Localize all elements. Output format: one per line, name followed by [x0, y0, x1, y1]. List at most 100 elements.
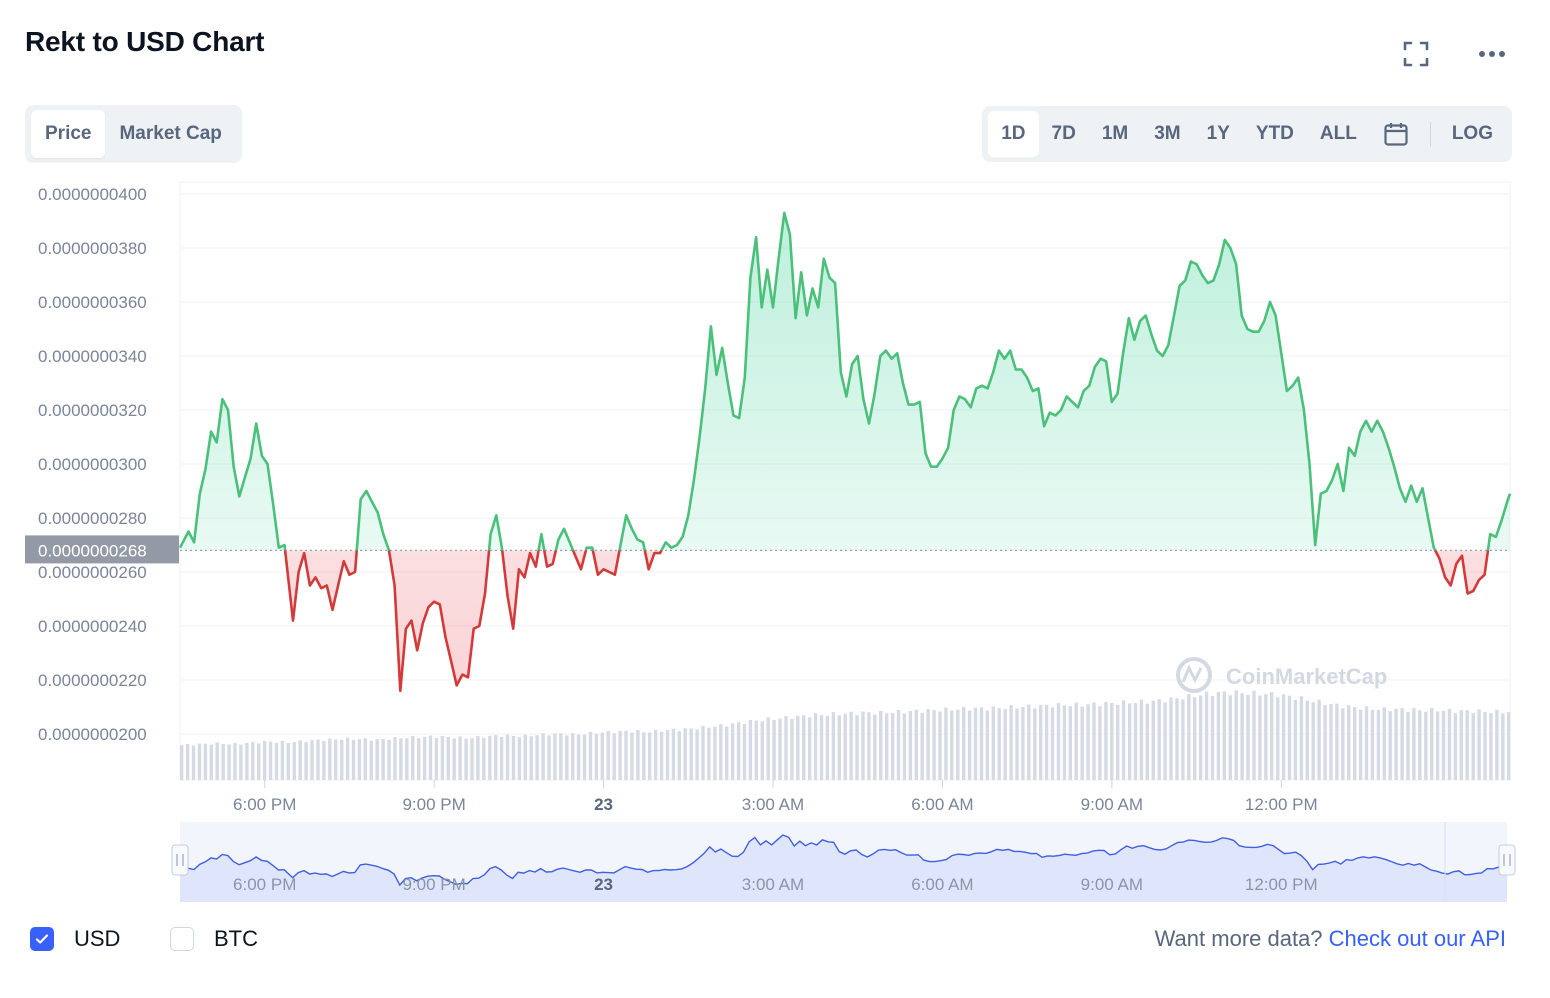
more-icon[interactable]: [1474, 38, 1510, 70]
volume-bar: [896, 709, 901, 780]
volume-bar: [991, 706, 995, 780]
calendar-icon[interactable]: [1370, 111, 1422, 157]
volume-bar: [1323, 705, 1327, 780]
volume-bar: [458, 736, 462, 780]
navigator-handle-left[interactable]: [171, 844, 189, 876]
volume-bar: [1435, 711, 1440, 780]
volume-bar: [1311, 702, 1315, 780]
btc-checkbox[interactable]: [170, 927, 194, 951]
volume-bar: [1299, 696, 1304, 780]
volume-bar: [831, 712, 836, 780]
fullscreen-icon[interactable]: [1398, 38, 1434, 70]
volume-bar: [369, 740, 373, 780]
volume-bar: [1127, 703, 1132, 780]
volume-bar: [914, 709, 918, 780]
volume-bar: [511, 735, 516, 780]
volume-bar: [920, 712, 924, 780]
volume-bar: [1483, 712, 1487, 780]
volume-bar: [1477, 709, 1481, 780]
usd-checkbox[interactable]: [30, 927, 54, 951]
volume-bar: [1157, 699, 1161, 780]
volume-bar: [790, 719, 794, 780]
price-chart[interactable]: 0.0000000400 0.0000000380 0.0000000360 0.00…: [0, 170, 1550, 910]
usd-toggle[interactable]: USD: [30, 926, 120, 952]
range-1d[interactable]: 1D: [988, 111, 1039, 157]
navigator[interactable]: 6:00 PM 9:00 PM 23 3:00 AM 6:00 AM 9:00 AM 12:…: [171, 822, 1516, 902]
volume-bar: [1151, 700, 1155, 780]
volume-bar: [1175, 698, 1179, 780]
y-tick-label: 0.0000000280: [38, 509, 147, 528]
api-link[interactable]: Check out our API: [1328, 926, 1506, 951]
volume-bar: [304, 741, 308, 780]
volume-bar: [1234, 690, 1238, 780]
volume-bar: [251, 741, 255, 780]
volume-bar: [233, 743, 237, 780]
volume-bar: [736, 722, 741, 780]
y-tick-label: 0.0000000400: [38, 185, 147, 204]
volume-bar: [417, 738, 421, 780]
volume-bar: [754, 720, 758, 780]
volume-bar: [221, 744, 225, 780]
range-ytd[interactable]: YTD: [1255, 123, 1294, 144]
volume-bar: [393, 737, 397, 780]
watermark: CoinMarketCap: [1176, 657, 1387, 693]
volume-bar: [796, 715, 800, 780]
volume-bar: [973, 707, 978, 780]
volume-bar: [351, 739, 356, 780]
y-tick-label: 0.0000000340: [38, 347, 147, 366]
current-price-label-bg: [25, 535, 179, 564]
range-7d[interactable]: 7D: [1051, 123, 1076, 144]
navigator-handle-right[interactable]: [1498, 844, 1516, 876]
volume-bar: [600, 732, 604, 780]
y-tick-label: 0.0000000240: [38, 617, 147, 636]
volume-bar: [932, 710, 936, 780]
volume-bar: [488, 735, 492, 780]
volume-bar: [340, 739, 344, 780]
volume-bar: [612, 733, 616, 780]
volume-bar: [778, 718, 782, 780]
volume-bar: [1406, 711, 1410, 780]
volume-bar: [257, 743, 261, 780]
volume-bar: [642, 732, 646, 780]
tab-price[interactable]: Price: [31, 110, 106, 158]
volume-bar: [689, 728, 693, 780]
navigator-tick-label: 3:00 AM: [742, 875, 804, 894]
volume-bar: [1068, 706, 1072, 780]
range-1y[interactable]: 1Y: [1206, 123, 1230, 144]
volume-bar: [1086, 704, 1090, 780]
x-tick-label: 6:00 PM: [233, 795, 296, 814]
volume-bar: [1163, 702, 1167, 780]
volume-bar: [1353, 707, 1357, 780]
volume-bar: [405, 738, 409, 780]
api-promo: Want more data? Check out our API: [1155, 926, 1506, 952]
navigator-tick-label: 9:00 PM: [402, 875, 465, 894]
y-tick-label: 0.0000000380: [38, 239, 147, 258]
log-scale-toggle[interactable]: LOG: [1451, 123, 1493, 144]
volume-bar: [191, 745, 196, 780]
volume-bar: [665, 730, 670, 780]
x-tick-label: 6:00 AM: [911, 795, 973, 814]
volume-bar: [1056, 702, 1061, 780]
y-tick-label: 0.0000000260: [38, 563, 147, 582]
tab-market-cap[interactable]: Market Cap: [119, 123, 222, 144]
volume-bar: [185, 744, 190, 780]
check-icon: [35, 934, 49, 944]
volume-bar: [428, 735, 433, 780]
x-axis: 6:00 PM 9:00 PM 23 3:00 AM 6:00 AM 9:00 AM 12:…: [233, 780, 1318, 814]
volume-bar: [529, 736, 533, 780]
volume-bar: [1382, 707, 1386, 780]
range-1m[interactable]: 1M: [1101, 123, 1129, 144]
volume-bar: [962, 706, 966, 780]
range-3m[interactable]: 3M: [1154, 123, 1181, 144]
volume-bar: [576, 734, 581, 780]
volume-bar: [1347, 705, 1351, 780]
btc-toggle[interactable]: BTC: [170, 926, 258, 952]
y-tick-label: 0.0000000300: [38, 455, 147, 474]
volume-bar: [1305, 700, 1309, 780]
range-all[interactable]: ALL: [1319, 123, 1357, 144]
volume-bar: [1009, 705, 1013, 780]
volume-bar: [1050, 707, 1055, 780]
volume-bar: [310, 740, 314, 780]
volume-bar: [997, 708, 1001, 780]
volume-bar: [334, 739, 338, 780]
